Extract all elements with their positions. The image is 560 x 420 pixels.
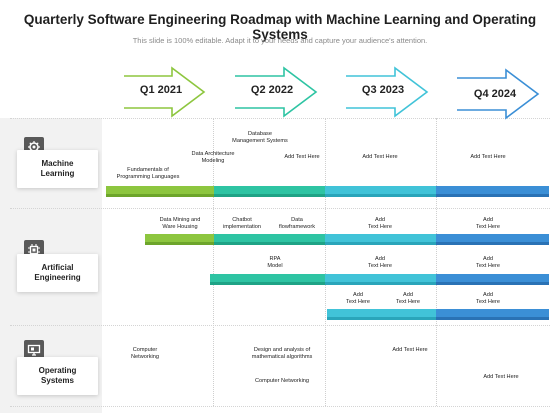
timeline-bar-q2	[214, 186, 325, 197]
timeline-bar-q3	[327, 309, 436, 320]
q4-arrow-icon	[457, 68, 540, 120]
task-label: Add Text Here	[470, 154, 506, 160]
q1-arrow-icon	[124, 66, 206, 118]
category-label: Machine	[41, 159, 74, 168]
task-label: Fundamentals of Programming Languages	[108, 167, 188, 181]
category-machine-learning: Machine Learning	[17, 150, 98, 188]
column-divider	[436, 118, 437, 406]
task-text: Management Systems	[232, 138, 288, 144]
row-divider	[10, 406, 550, 407]
task-text: RPA	[269, 256, 281, 262]
task-label: Add Text Here	[284, 154, 320, 160]
task-text: Add	[375, 256, 385, 262]
task-text: Text Here	[476, 224, 500, 230]
category-label: Learning	[40, 169, 75, 178]
task-label: Add Text Here	[350, 256, 410, 270]
task-text: Chatbot	[232, 217, 252, 223]
task-text: Fundamentals of	[127, 167, 169, 173]
task-text: Text Here	[396, 299, 420, 305]
timeline-bar-q2	[210, 274, 325, 285]
task-text: Text Here	[368, 224, 392, 230]
timeline-bar-q4	[436, 274, 549, 285]
task-label: Add Text Here	[350, 217, 410, 231]
task-label: Data flowframework	[270, 217, 324, 231]
task-label: Computer Networking	[115, 347, 175, 361]
task-text: Modeling	[201, 158, 225, 164]
timeline-bar-q2	[214, 234, 325, 245]
quarter-label-q1: Q1 2021	[139, 84, 183, 96]
task-text: flowframework	[278, 224, 316, 230]
q2-arrow-icon	[235, 66, 318, 118]
task-label: Database Management Systems	[220, 131, 300, 145]
task-text: Add	[483, 217, 493, 223]
category-label: Artificial	[41, 263, 74, 272]
task-label: Add Text Here	[458, 256, 518, 270]
task-label: Chatbot implementation	[214, 217, 270, 231]
row-divider	[10, 118, 550, 119]
category-label: Engineering	[34, 273, 81, 282]
task-text: Networking	[131, 354, 159, 360]
task-text: Add	[483, 292, 493, 298]
q3-arrow-icon	[346, 66, 429, 118]
task-text: Ware Housing	[162, 224, 198, 230]
task-label: Add Text Here	[330, 292, 386, 306]
page-subtitle: This slide is 100% editable. Adapt it to…	[132, 36, 428, 45]
task-label: Design and analysis of mathematical algo…	[240, 347, 324, 361]
task-text: mathematical algorithms	[251, 354, 313, 360]
column-divider	[213, 118, 214, 406]
quarter-arrows	[124, 66, 540, 120]
category-label: Systems	[41, 376, 74, 385]
task-text: Data Architecture	[191, 151, 235, 157]
task-label: Add Text Here	[458, 217, 518, 231]
quarter-label-q3: Q3 2023	[361, 84, 405, 96]
task-label: Add Text Here	[362, 154, 398, 160]
timeline-bar-q3	[325, 274, 436, 285]
monitor-icon	[24, 340, 44, 360]
category-label: Operating	[38, 366, 77, 375]
category-artificial-engineering: Artificial Engineering	[17, 254, 98, 292]
task-label: Add Text Here	[380, 292, 436, 306]
task-text: Add	[375, 217, 385, 223]
task-label: RPA Model	[248, 256, 302, 270]
task-text: Computer	[132, 347, 158, 353]
task-text: Data Mining and	[159, 217, 201, 223]
timeline-bar-q4	[436, 186, 549, 197]
task-label: Add Text Here	[483, 374, 519, 380]
timeline-bar-q1	[106, 186, 214, 197]
task-text: Add	[483, 256, 493, 262]
task-text: Add	[403, 292, 413, 298]
task-text: Text Here	[476, 299, 500, 305]
task-text: Data	[291, 217, 303, 223]
quarter-label-q4: Q4 2024	[473, 88, 517, 100]
quarter-label-q2: Q2 2022	[250, 84, 294, 96]
task-label: Add Text Here	[392, 347, 428, 353]
timeline-bar-q3	[325, 234, 436, 245]
task-text: Add	[353, 292, 363, 298]
timeline-bar-q4	[436, 234, 549, 245]
row-divider	[10, 325, 550, 326]
task-label: Data Mining and Ware Housing	[150, 217, 210, 231]
task-text: Design and analysis of	[253, 347, 311, 353]
task-text: Text Here	[368, 263, 392, 269]
task-text: Text Here	[346, 299, 370, 305]
task-label: Computer Networking	[254, 378, 310, 384]
task-label: Data Architecture Modeling	[180, 151, 246, 165]
task-text: implementation	[223, 224, 261, 230]
task-text: Model	[267, 263, 283, 269]
category-operating-systems: Operating Systems	[17, 357, 98, 395]
timeline-bar-q3	[325, 186, 436, 197]
timeline-bar-q4	[436, 309, 549, 320]
task-text: Programming Languages	[116, 174, 180, 180]
column-divider	[325, 118, 326, 406]
timeline-bar-q1	[145, 234, 214, 245]
row-divider	[10, 208, 550, 209]
task-text: Text Here	[476, 263, 500, 269]
page-title: Quarterly Software Engineering Roadmap w…	[23, 12, 537, 42]
task-text: Database	[248, 131, 272, 137]
task-label: Add Text Here	[458, 292, 518, 306]
